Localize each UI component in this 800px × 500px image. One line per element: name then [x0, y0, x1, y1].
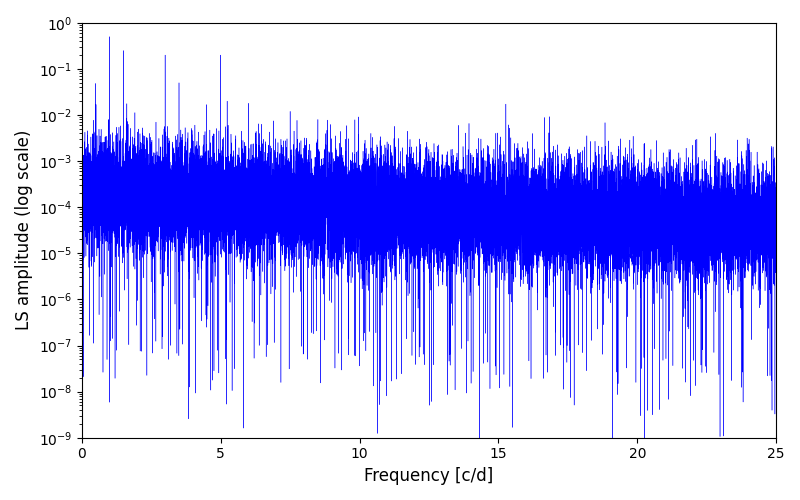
Y-axis label: LS amplitude (log scale): LS amplitude (log scale) — [15, 130, 33, 330]
X-axis label: Frequency [c/d]: Frequency [c/d] — [364, 467, 494, 485]
